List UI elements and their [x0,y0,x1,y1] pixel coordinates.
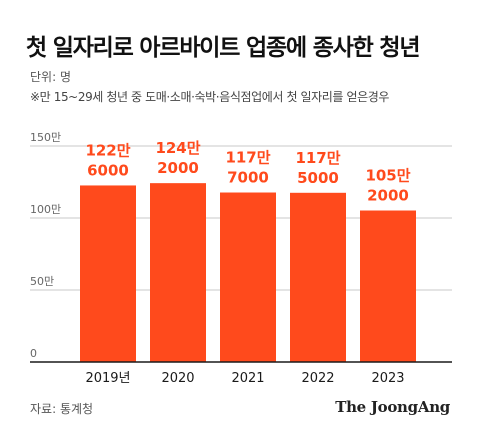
bar-value-label: 117만 [295,149,340,167]
bar-value-label: 122만 [85,141,130,159]
footnote: ※만 15~29세 청년 중 도매·소매·숙박·음식점업에서 첫 일자리를 얻은… [30,90,390,104]
bar-value-label: 7000 [227,169,269,187]
bar-value-label: 105만 [365,167,410,185]
bar-value-label: 2000 [157,159,199,177]
bar [360,210,416,362]
brand-logo: The JoongAng [335,398,450,416]
x-tick-label: 2019년 [85,371,130,386]
bar [150,183,206,362]
y-tick-label: 100만 [30,203,61,216]
source-label: 자료: 통계청 [30,402,94,416]
x-tick-label: 2023 [371,371,404,386]
y-tick-label: 150만 [30,131,61,144]
x-tick-label: 2021 [231,371,264,386]
bar [80,185,136,362]
chart-title: 첫 일자리로 아르바이트 업종에 종사한 청년 [26,35,421,61]
bar-value-label: 6000 [87,161,129,179]
bar [290,192,346,362]
bar-value-label: 2000 [367,187,409,205]
bar-value-label: 117만 [225,149,270,167]
y-tick-label: 0 [30,347,37,360]
unit-label: 단위: 명 [30,70,71,84]
x-tick-label: 2022 [301,371,334,386]
bar [220,192,276,362]
bar-value-label: 124만 [155,139,200,157]
y-tick-label: 50만 [30,275,54,288]
x-tick-label: 2020 [161,371,194,386]
bar-value-label: 5000 [297,169,339,187]
